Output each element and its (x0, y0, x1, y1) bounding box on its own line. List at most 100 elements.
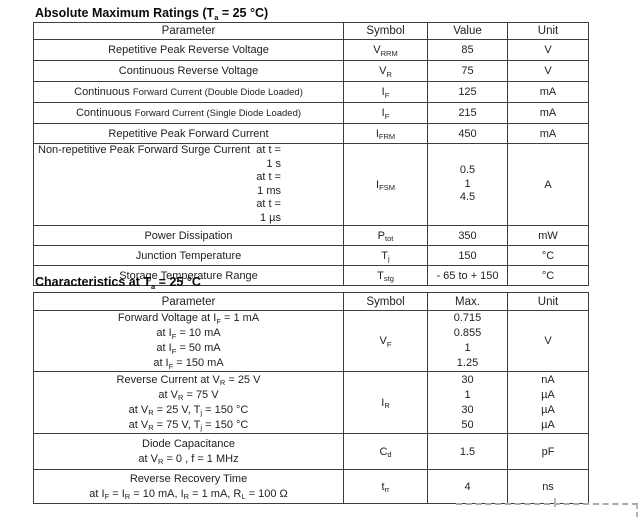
value-cell: 150 (427, 245, 508, 266)
abs-max-table: Parameter Symbol Value Unit Repetitive Peak … (33, 22, 589, 286)
unit-cell: mA (507, 123, 589, 144)
unit-cell: mA (507, 81, 589, 103)
table-row: Reverse Recovery Time at IF = IR = 10 mA,… (33, 469, 589, 504)
param-line: at IF = IR = 10 mA, IR = 1 mA, RL = 100 … (89, 487, 288, 501)
param-line: at VR = 75 V, Tj = 150 °C (128, 418, 249, 432)
param-condition-line: at t = 1 µs (256, 198, 281, 224)
param-cell: Power Dissipation (33, 225, 344, 246)
table-row: Repetitive Peak Forward Current IFRM 450 mA (33, 123, 589, 144)
table-row: Repetitive Peak Reverse Voltage VRRM 85 V (33, 39, 589, 61)
value-cell: 85 (427, 39, 508, 61)
symbol-cell: IF (343, 81, 428, 103)
param-line: at IF = 10 mA (156, 327, 221, 341)
param-condition-line: at t = 1 ms (256, 171, 281, 197)
param-conditions: at t = 1 s at t = 1 ms at t = 1 µs (250, 145, 342, 225)
param-label: Non-repetitive Peak Forward Surge Curren… (38, 144, 251, 157)
symbol-cell: IF (343, 102, 428, 124)
param-cell: Reverse Recovery Time at IF = IR = 10 mA,… (33, 469, 344, 504)
param-line: at VR = 75 V (158, 388, 219, 402)
unit-cell: °C (507, 265, 589, 286)
unit-line: µA (541, 403, 555, 416)
value-line: 1 (464, 388, 471, 401)
value-line: 1.25 (456, 357, 479, 369)
param-cell: Diode Capacitance at VR = 0 , f = 1 MHz (33, 433, 344, 470)
table-row: Diode Capacitance at VR = 0 , f = 1 MHz Cd… (33, 433, 589, 470)
column-header: Parameter (33, 22, 344, 40)
param-cell: Repetitive Peak Reverse Voltage (33, 39, 344, 61)
symbol-cell: Cd (343, 433, 428, 470)
symbol-cell: trr (343, 469, 428, 504)
value-cell: 4 (427, 469, 508, 504)
column-header: Unit (507, 22, 589, 40)
param-line: at VR = 0 , f = 1 MHz (138, 452, 239, 466)
column-header: Max. (427, 292, 508, 311)
unit-cell: V (507, 310, 589, 372)
header-row: Parameter Symbol Max. Unit (33, 292, 589, 311)
value-cell: 450 (427, 123, 508, 144)
column-header: Unit (507, 292, 589, 311)
param-cell: Junction Temperature (33, 245, 344, 266)
value-line: 0.5 (459, 164, 476, 177)
param-cell: Continuous Forward Current (Double Diode… (33, 81, 344, 103)
value-line: 30 (461, 373, 474, 386)
param-cell: Storage Temperature Range (33, 265, 344, 286)
value-cell: 1.5 (427, 433, 508, 470)
unit-line: µA (541, 418, 555, 431)
column-header: Symbol (343, 22, 428, 40)
unit-cell: °C (507, 245, 589, 266)
table-row: Continuous Forward Current (Double Diode… (33, 81, 589, 103)
unit-cell: mA (507, 102, 589, 124)
column-header: Value (427, 22, 508, 40)
characteristics-table: Parameter Symbol Max. Unit Forward Voltage a… (33, 292, 589, 504)
param-line: Diode Capacitance (142, 437, 235, 450)
param-cell: Continuous Reverse Voltage (33, 60, 344, 82)
param-line: at IF = 150 mA (153, 357, 224, 371)
header-row: Parameter Symbol Value Unit (33, 22, 589, 40)
value-line: 30 (461, 403, 474, 416)
unit-cell: V (507, 39, 589, 61)
value-cell: 350 (427, 225, 508, 246)
unit-cell: ns (507, 469, 589, 504)
param-line: at VR = 25 V, Tj = 150 °C (128, 403, 249, 417)
column-header: Parameter (33, 292, 344, 311)
unit-cell: V (507, 60, 589, 82)
param-line: at IF = 50 mA (156, 342, 221, 356)
value-cell: 0.5 1 4.5 (427, 143, 508, 226)
column-header: Symbol (343, 292, 428, 311)
param-cell: Repetitive Peak Forward Current (33, 123, 344, 144)
param-cell: Continuous Forward Current (Single Diode… (33, 102, 344, 124)
value-line: 0.855 (453, 327, 482, 339)
table-row: Forward Voltage at IF = 1 mA at IF = 10 m… (33, 310, 589, 372)
value-line: 0.715 (453, 312, 482, 324)
symbol-cell: IR (343, 371, 428, 434)
param-line: Forward Voltage at IF = 1 mA (117, 312, 260, 326)
symbol-cell: IFRM (343, 123, 428, 144)
value-cell: 215 (427, 102, 508, 124)
param-cell: Non-repetitive Peak Forward Surge Curren… (33, 143, 344, 226)
value-line: 50 (461, 418, 474, 431)
value-line: 1 (464, 342, 471, 354)
unit-line: µA (541, 388, 555, 401)
symbol-cell: Ptot (343, 225, 428, 246)
symbol-cell: VRRM (343, 39, 428, 61)
table-row: Continuous Forward Current (Single Diode… (33, 102, 589, 124)
unit-cell: pF (507, 433, 589, 470)
value-cell: 125 (427, 81, 508, 103)
value-cell: 0.715 0.855 1 1.25 (427, 310, 508, 372)
symbol-cell: VF (343, 310, 428, 372)
table-row: Storage Temperature Range Tstg - 65 to + 1… (33, 265, 589, 286)
unit-cell: mW (507, 225, 589, 246)
characteristics-title: Characteristics at Ta = 25 °C (35, 275, 201, 291)
symbol-cell: Tstg (343, 265, 428, 286)
table-row: Power Dissipation Ptot 350 mW (33, 225, 589, 246)
unit-cell: A (507, 143, 589, 226)
unit-cell: nA µA µA µA (507, 371, 589, 434)
param-line: Reverse Current at VR = 25 V (116, 373, 261, 387)
value-line: 4.5 (459, 191, 476, 204)
symbol-cell: VR (343, 60, 428, 82)
param-cell: Forward Voltage at IF = 1 mA at IF = 10 m… (33, 310, 344, 372)
table-row: Junction Temperature Tj 150 °C (33, 245, 589, 266)
value-cell: - 65 to + 150 (427, 265, 508, 286)
